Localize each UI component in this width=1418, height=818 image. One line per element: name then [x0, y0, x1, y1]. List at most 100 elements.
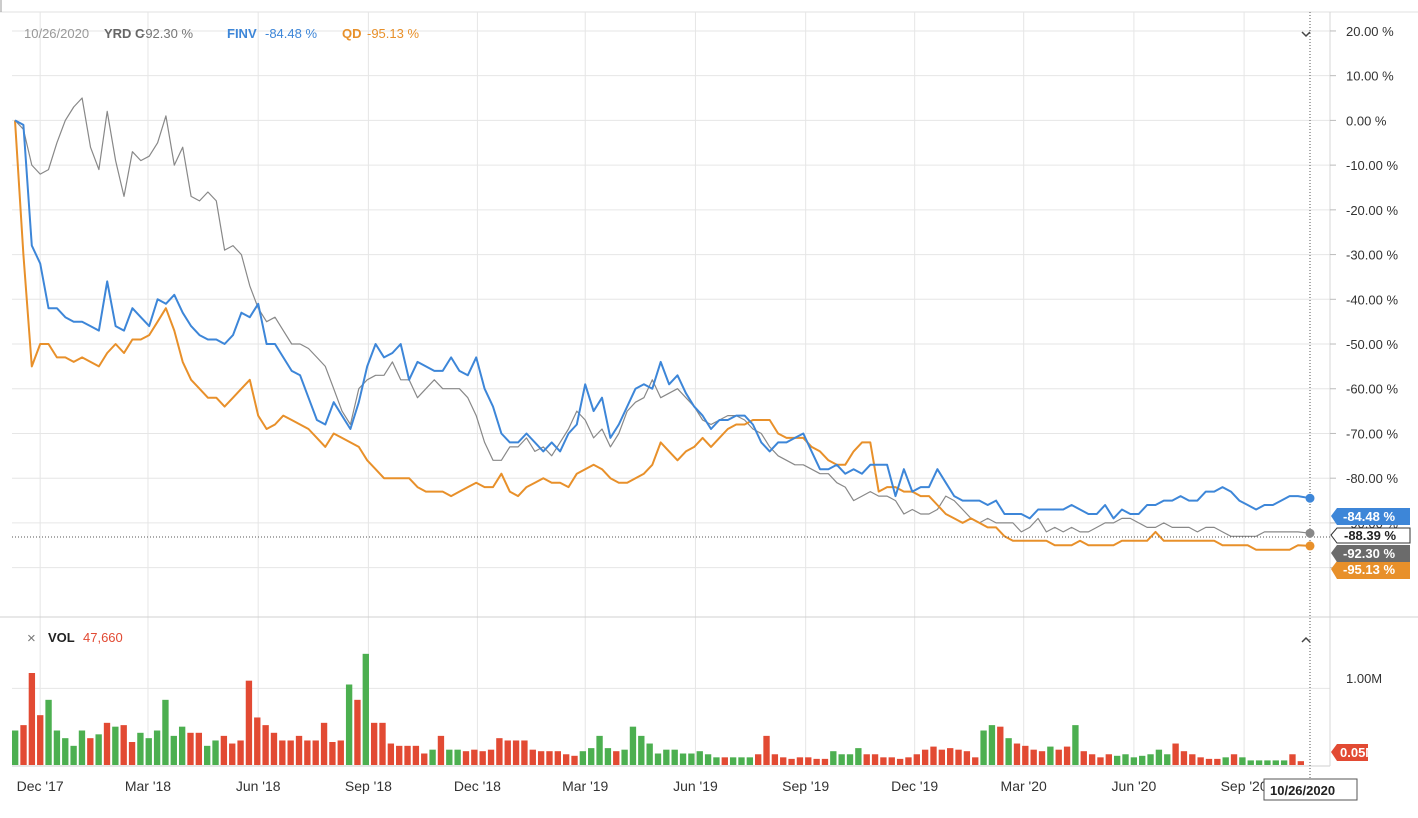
y-tick-label: -20.00 %: [1346, 203, 1398, 218]
volume-bar: [671, 749, 678, 765]
volume-bar: [1189, 754, 1196, 765]
volume-bar: [1172, 743, 1179, 765]
y-tick-label: -80.00 %: [1346, 471, 1398, 486]
volume-bar: [145, 738, 152, 765]
volume-bar: [813, 758, 820, 765]
series-line-yrd[interactable]: [14, 97, 1311, 537]
svg-text:10/26/2020: 10/26/2020: [1270, 783, 1335, 798]
volume-bar: [162, 699, 169, 765]
volume-bar: [821, 758, 829, 765]
volume-bar: [53, 730, 61, 765]
volume-bar: [905, 757, 912, 765]
volume-bar: [112, 726, 119, 765]
volume-bar: [1155, 749, 1163, 765]
volume-bar: [462, 751, 470, 765]
volume-bar: [1080, 751, 1087, 765]
end-point-finv: [1305, 493, 1315, 503]
svg-text:-88.39 %: -88.39 %: [1344, 528, 1396, 543]
volume-bar: [320, 722, 328, 765]
volume-bars: [12, 653, 1304, 765]
volume-bar: [295, 735, 303, 765]
volume-bar: [195, 732, 203, 765]
volume-bar: [1239, 757, 1246, 765]
volume-bar: [1180, 751, 1188, 765]
volume-bar: [229, 743, 236, 765]
y-tick-label: 0.00 %: [1346, 113, 1387, 128]
end-point-yrd: [1305, 528, 1315, 538]
series-lines: [14, 97, 1311, 551]
chevron-up-icon[interactable]: [1301, 636, 1311, 643]
volume-header: × VOL 47,660: [27, 630, 123, 647]
x-tick-label: Sep '20: [1221, 778, 1268, 794]
volume-bar: [496, 738, 503, 765]
volume-bar: [972, 757, 979, 765]
volume-bar: [1272, 760, 1279, 765]
volume-bar: [554, 751, 561, 765]
volume-bar: [746, 757, 754, 765]
volume-bar: [562, 754, 570, 765]
volume-bar: [713, 757, 720, 765]
volume-bar: [254, 717, 261, 765]
volume-bar: [204, 745, 211, 765]
chevron-down-icon[interactable]: [1301, 31, 1311, 38]
volume-bar: [437, 735, 445, 765]
series-line-qd[interactable]: [14, 120, 1311, 551]
series-line-finv[interactable]: [14, 119, 1311, 520]
volume-bar: [646, 743, 653, 765]
volume-bar: [896, 758, 904, 765]
volume-bar: [345, 684, 353, 765]
svg-text:-84.48 %: -84.48 %: [1343, 509, 1395, 524]
volume-bar: [588, 748, 595, 765]
x-tick-label: Jun '18: [236, 778, 281, 794]
volume-bar: [354, 699, 361, 765]
volume-bar: [947, 748, 954, 765]
y-tick-label: -10.00 %: [1346, 158, 1398, 173]
x-axis-ticks: Dec '17 Mar '18 Jun '18 Sep '18 Dec '18 Mar '…: [17, 778, 1268, 794]
volume-bar: [980, 730, 987, 765]
yrd-end-label: -92.30 %: [1331, 545, 1410, 562]
volume-bar: [997, 726, 1004, 765]
volume-bar: [855, 748, 862, 765]
volume-bar: [613, 751, 620, 765]
legend-yrd-label[interactable]: YRD C: [104, 26, 145, 41]
y-tick-label: 10.00 %: [1346, 69, 1394, 84]
volume-bar: [738, 757, 745, 765]
y-tick-label: 20.00 %: [1346, 24, 1394, 39]
volume-last-label: 0.05M: [1331, 744, 1376, 761]
x-tick-label: Dec '19: [891, 778, 938, 794]
volume-bar: [404, 745, 411, 765]
volume-bar: [846, 754, 854, 765]
crosshair-value-label: -88.39 %: [1330, 527, 1411, 544]
volume-bar: [788, 758, 795, 765]
volume-bar: [37, 715, 44, 765]
volume-bar: [20, 725, 27, 765]
close-icon[interactable]: ×: [27, 630, 36, 647]
legend-qd-label[interactable]: QD: [342, 26, 362, 41]
volume-bar: [688, 753, 695, 765]
volume-bar: [955, 749, 962, 765]
volume-bar: [604, 748, 612, 765]
x-tick-label: Jun '19: [673, 778, 718, 794]
volume-bar: [596, 735, 603, 765]
volume-bar: [763, 735, 770, 765]
volume-bar: [1022, 745, 1029, 765]
volume-bar: [537, 751, 545, 765]
volume-bar: [178, 726, 186, 765]
volume-bar: [521, 740, 528, 765]
volume-bar: [963, 751, 971, 765]
volume-bar: [120, 725, 127, 765]
volume-bar: [696, 751, 703, 765]
volume-bar: [1122, 754, 1129, 765]
volume-bar: [87, 738, 94, 765]
volume-bar: [1205, 758, 1213, 765]
qd-end-label: -95.13 %: [1331, 561, 1410, 579]
legend-finv-label[interactable]: FINV: [227, 26, 257, 41]
volume-bar: [1030, 749, 1037, 765]
volume-bar: [805, 757, 812, 765]
volume-bar: [1105, 754, 1112, 765]
svg-text:0.05M: 0.05M: [1340, 745, 1376, 760]
volume-bar: [446, 749, 453, 765]
volume-bar: [1147, 754, 1154, 765]
volume-bar: [270, 732, 278, 765]
